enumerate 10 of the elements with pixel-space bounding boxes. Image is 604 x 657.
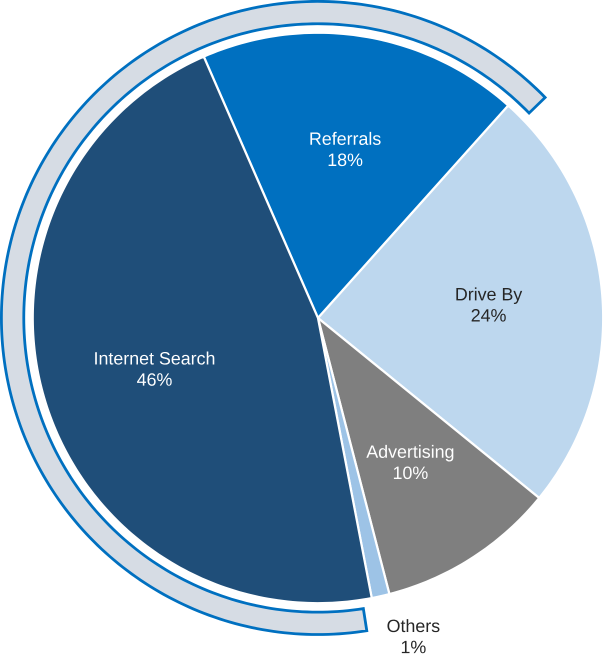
data-label: 10%	[394, 466, 428, 480]
data-label: 1%	[402, 640, 426, 654]
data-label: 18%	[328, 154, 362, 166]
slice-label: Referrals	[310, 132, 380, 145]
slice-label: Drive By	[456, 287, 522, 304]
slice-label: Others	[387, 619, 440, 632]
data-label: 46%	[136, 373, 172, 386]
data-label: 24%	[471, 309, 506, 322]
slice-label: Advertising	[366, 444, 454, 462]
slice-label: Internet Search	[95, 352, 214, 365]
